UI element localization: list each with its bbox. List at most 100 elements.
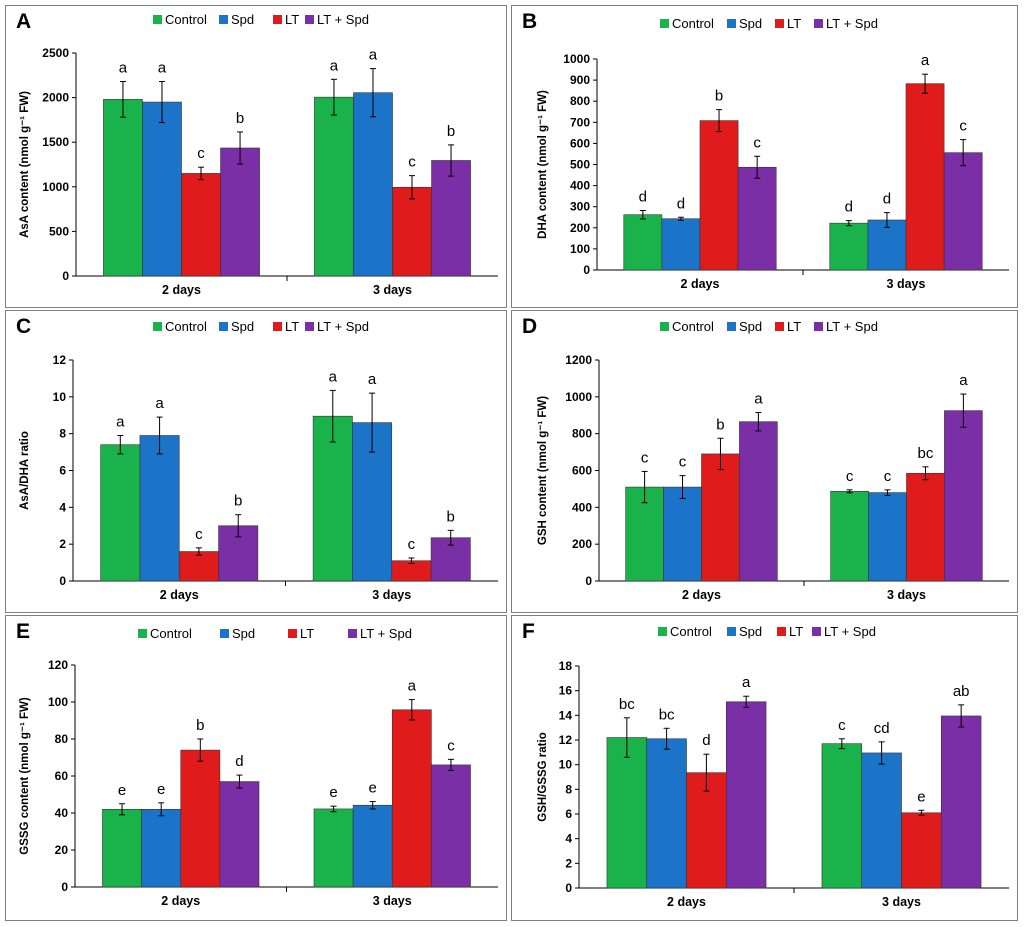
bar bbox=[103, 99, 143, 277]
significance-letter: d bbox=[235, 753, 243, 770]
y-tick-label: 0 bbox=[61, 880, 68, 894]
significance-letter: d bbox=[639, 188, 647, 205]
y-tick-label: 2 bbox=[59, 537, 66, 551]
y-tick-label: 2000 bbox=[42, 91, 69, 105]
significance-letter: ab bbox=[953, 683, 970, 700]
y-tick-label: 500 bbox=[570, 158, 590, 172]
legend-swatch bbox=[660, 322, 669, 331]
legend-swatch bbox=[814, 322, 823, 331]
bar bbox=[821, 743, 863, 889]
y-tick-label: 400 bbox=[570, 179, 590, 193]
y-tick-label: 2500 bbox=[42, 46, 69, 60]
significance-letter: c bbox=[641, 449, 649, 466]
x-category-label: 2 days bbox=[160, 588, 199, 602]
y-tick-label: 80 bbox=[55, 732, 69, 746]
bar bbox=[867, 219, 907, 271]
bar bbox=[142, 101, 182, 277]
significance-letter: a bbox=[742, 674, 751, 691]
legend-label: LT bbox=[787, 16, 801, 31]
legend-label: Spd bbox=[739, 624, 762, 639]
legend-swatch bbox=[219, 322, 228, 331]
significance-letter: c bbox=[679, 454, 687, 471]
bar bbox=[699, 120, 739, 271]
legend-label: Control bbox=[165, 319, 207, 334]
bar bbox=[431, 160, 471, 277]
panel-label: D bbox=[522, 315, 537, 338]
x-category-label: 3 days bbox=[372, 588, 411, 602]
panel-e: E Control Spd LT LT + Spd 0 20 40 60 80 100 120 GSSG… bbox=[5, 615, 507, 921]
significance-letter: bc bbox=[619, 696, 635, 713]
significance-letter: b bbox=[716, 416, 724, 433]
bar bbox=[391, 709, 432, 888]
y-tick-label: 8 bbox=[59, 427, 66, 441]
significance-letter: a bbox=[921, 52, 930, 69]
bar bbox=[314, 96, 354, 277]
bar bbox=[606, 737, 648, 889]
bar bbox=[868, 492, 907, 582]
legend-label: Spd bbox=[232, 626, 255, 641]
legend-label: LT + Spd bbox=[826, 319, 878, 334]
panel-label: E bbox=[16, 620, 30, 643]
legend-swatch bbox=[727, 19, 736, 28]
bar bbox=[829, 222, 869, 271]
y-axis-label: AsA/DHA ratio bbox=[19, 431, 31, 510]
x-category-label: 2 days bbox=[681, 277, 720, 291]
x-category-label: 2 days bbox=[161, 894, 200, 908]
bar bbox=[431, 764, 471, 888]
bar bbox=[100, 444, 141, 582]
significance-letter: a bbox=[155, 395, 164, 412]
legend-swatch bbox=[288, 629, 297, 638]
x-category-label: 3 days bbox=[373, 894, 412, 908]
significance-letter: c bbox=[884, 468, 892, 485]
bar bbox=[352, 804, 393, 888]
y-tick-label: 1000 bbox=[42, 180, 69, 194]
x-category-label: 2 days bbox=[682, 588, 721, 602]
significance-letter: d bbox=[677, 195, 685, 212]
legend-label: LT + Spd bbox=[826, 16, 878, 31]
legend-label: Control bbox=[672, 16, 714, 31]
bar bbox=[661, 218, 701, 271]
x-category-label: 2 days bbox=[667, 895, 706, 909]
significance-letter: e bbox=[329, 784, 337, 801]
y-tick-label: 4 bbox=[59, 500, 66, 514]
y-tick-label: 1200 bbox=[565, 353, 592, 367]
significance-letter: cd bbox=[874, 720, 890, 737]
significance-letter: c bbox=[408, 536, 416, 553]
y-tick-label: 200 bbox=[570, 221, 590, 235]
significance-letter: a bbox=[330, 57, 339, 74]
legend-swatch bbox=[273, 15, 282, 24]
y-tick-label: 100 bbox=[48, 695, 68, 709]
x-category-label: 2 days bbox=[162, 283, 201, 297]
significance-letter: e bbox=[157, 781, 165, 798]
chart-svg: F Control Spd LT LT + Spd 0 2 4 6 8 10 12 14 16 18 GSH/… bbox=[522, 620, 1009, 909]
legend-label: Spd bbox=[739, 319, 762, 334]
y-tick-label: 800 bbox=[570, 94, 590, 108]
significance-letter: c bbox=[197, 145, 205, 162]
significance-letter: a bbox=[408, 678, 417, 695]
y-tick-label: 600 bbox=[570, 136, 590, 150]
panel-label: C bbox=[16, 315, 31, 338]
y-tick-label: 14 bbox=[559, 708, 573, 722]
legend-label: Spd bbox=[231, 12, 254, 27]
bar bbox=[180, 749, 221, 888]
significance-letter: e bbox=[369, 780, 377, 797]
chart-svg: A Control Spd LT LT + Spd 0 500 1000 1500 2000 250… bbox=[16, 10, 498, 297]
panel-label: F bbox=[522, 620, 535, 643]
legend-label: LT bbox=[787, 319, 801, 334]
significance-letter: a bbox=[369, 47, 378, 64]
legend-label: LT + Spd bbox=[360, 626, 412, 641]
y-tick-label: 600 bbox=[572, 464, 592, 478]
chart-svg: D Control Spd LT LT + Spd 0 200 400 600 800 1000 12… bbox=[522, 315, 1009, 602]
legend-label: Spd bbox=[231, 319, 254, 334]
significance-letter: c bbox=[846, 468, 854, 485]
panel-label: B bbox=[522, 10, 537, 33]
bar bbox=[905, 83, 945, 271]
significance-letter: b bbox=[447, 123, 455, 140]
x-category-label: 3 days bbox=[373, 283, 412, 297]
bar bbox=[313, 808, 354, 888]
significance-letter: c bbox=[408, 154, 416, 171]
legend-swatch bbox=[775, 19, 784, 28]
y-tick-label: 100 bbox=[570, 242, 590, 256]
y-tick-label: 1500 bbox=[42, 135, 69, 149]
y-tick-label: 0 bbox=[62, 269, 69, 283]
